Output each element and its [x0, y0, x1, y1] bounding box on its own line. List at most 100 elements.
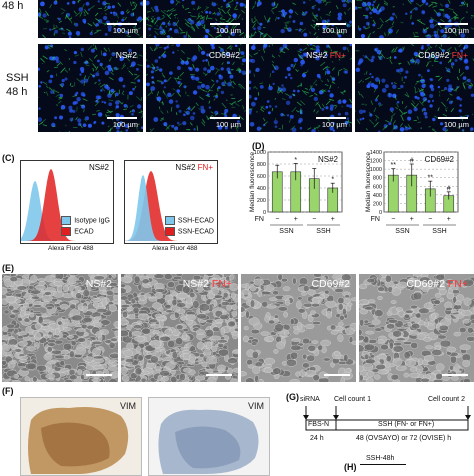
y-tick-label: 800: [257, 162, 266, 168]
significance-mark: #: [410, 158, 414, 165]
legend-entry: SSH-ECAD: [165, 216, 214, 226]
legend-label: SSH-ECAD: [178, 218, 214, 225]
y-axis-label: Median fluorescence: [249, 152, 256, 212]
image-label: CD69#2: [311, 278, 350, 290]
ssh-condition-label: SSH (FN- or FN+): [378, 421, 434, 428]
cell-count-2-label: Cell count 2: [428, 396, 465, 403]
image-label: CD69#2: [209, 50, 240, 60]
scale-bar-label: 100 µm: [444, 120, 469, 129]
legend-label: SSN-ECAD: [178, 228, 214, 235]
ihc-vim-label-1: VIM: [120, 401, 136, 411]
panel-g-letter: (G): [286, 392, 299, 402]
fluorescence-image: CD69#2 100 µm: [146, 44, 246, 132]
image-label: NS#2 FN+: [183, 278, 232, 290]
image-label: NS#2: [86, 278, 112, 290]
scale-bar-label: 100 µm: [113, 120, 138, 129]
y-tick-label: 200: [257, 198, 266, 204]
group-label: SSN: [279, 228, 293, 235]
fluorescence-image: 100 µm: [249, 0, 352, 38]
ihc-vim-label-2: VIM: [248, 401, 264, 411]
scale-bar: [442, 374, 468, 376]
brightfield-image: NS#2 FN+: [121, 274, 238, 382]
brightfield-image: CD69#2: [241, 274, 356, 382]
chart-title: NS#2: [318, 155, 339, 164]
legend-label: ECAD: [74, 228, 93, 235]
legend-swatch: [61, 216, 71, 225]
legend-label: Isotype IgG: [74, 218, 110, 225]
fn-sign: −: [312, 216, 316, 223]
fn-row-label: FN: [255, 216, 264, 223]
scale-bar: [316, 117, 346, 119]
significance-mark: *: [331, 177, 334, 184]
scale-bar-label: 100 µm: [322, 120, 347, 129]
significance-mark: #: [447, 185, 451, 192]
legend-swatch: [165, 216, 175, 225]
image-label: CD69#2 FN+: [406, 278, 468, 290]
scale-bar-label: 100 µm: [322, 26, 347, 35]
sirna-label: siRNA: [300, 396, 320, 403]
cell-texture: [121, 274, 238, 382]
scale-bar: [438, 117, 468, 119]
scale-bar: [210, 117, 240, 119]
y-tick-label: 400: [257, 186, 266, 192]
flow-x-axis-label: Alexa Fluor 488: [152, 245, 198, 252]
panel-h-letter: (H): [344, 462, 357, 472]
chart-title: CD69#2: [425, 155, 455, 164]
flow-x-axis-label: Alexa Fluor 488: [48, 245, 94, 252]
fluorescence-image: NS#2 100 µm: [38, 44, 143, 132]
fn-sign: −: [391, 216, 395, 223]
scale-bar: [210, 23, 240, 25]
scale-bar: [206, 374, 232, 376]
significance-mark: **: [428, 175, 434, 182]
panel-c-letter: (C): [2, 153, 15, 163]
legend-swatch: [61, 227, 71, 236]
fn-sign: +: [294, 216, 298, 223]
row1-time-label: 48 h: [2, 0, 23, 12]
bar-chart-2: 0200400600800100012001400CD69#2**−#+**−#…: [365, 150, 458, 235]
scale-bar-label: 100 µm: [113, 26, 138, 35]
image-label: NS#2: [116, 50, 137, 60]
flow-legend: Isotype IgG ECAD: [61, 216, 110, 237]
fn-row-label: FN: [371, 216, 380, 223]
image-label: CD69#2 FN+: [418, 50, 468, 60]
legend-entry: Isotype IgG: [61, 216, 110, 226]
fluorescence-image: NS#2 FN+ 100 µm: [249, 44, 352, 132]
row2-condition-label: SSH: [6, 72, 29, 84]
group-label: SSH: [316, 228, 330, 235]
scale-bar: [316, 23, 346, 25]
fluorescence-image: 100 µm: [38, 0, 143, 38]
fluorescence-image: 100 µm: [146, 0, 246, 38]
significance-mark: *: [294, 157, 297, 164]
scale-bar: [107, 117, 137, 119]
brightfield-image: CD69#2 FN+: [359, 274, 474, 382]
y-tick-label: 800: [373, 176, 382, 182]
row2-time-label: 48 h: [6, 86, 27, 98]
ihc-vim-tile-2: VIM: [148, 397, 270, 476]
scale-bar: [107, 23, 137, 25]
fluorescence-image: CD69#2 FN+ 100 µm: [355, 44, 474, 132]
scale-bar: [86, 374, 112, 376]
panel-f-letter: (F): [2, 386, 14, 396]
group-label: SSH: [432, 228, 446, 235]
image-label: NS#2 FN+: [306, 50, 346, 60]
panel-h-bracket: [360, 464, 406, 465]
legend-entry: SSN-ECAD: [165, 227, 214, 237]
fn-sign: −: [275, 216, 279, 223]
cell-texture: [2, 274, 118, 382]
fluorescence-image: 100 µm: [355, 0, 474, 38]
legend-entry: ECAD: [61, 227, 110, 237]
time-48-72h-label: 48 (OVSAYO) or 72 (OVISE) h: [356, 435, 451, 442]
fn-sign: −: [428, 216, 432, 223]
flow-sample-label: NS#2: [89, 163, 109, 172]
y-axis-label: Median fluorescence: [365, 152, 372, 212]
time-24h-label: 24 h: [310, 435, 324, 442]
fn-sign: +: [447, 216, 451, 223]
scale-bar: [324, 374, 350, 376]
flow-histogram: NS#2 Isotype IgG ECAD: [20, 160, 114, 244]
significance-mark: **: [391, 162, 397, 169]
scale-bar-label: 100 µm: [216, 120, 241, 129]
y-tick-label: 600: [257, 174, 266, 180]
